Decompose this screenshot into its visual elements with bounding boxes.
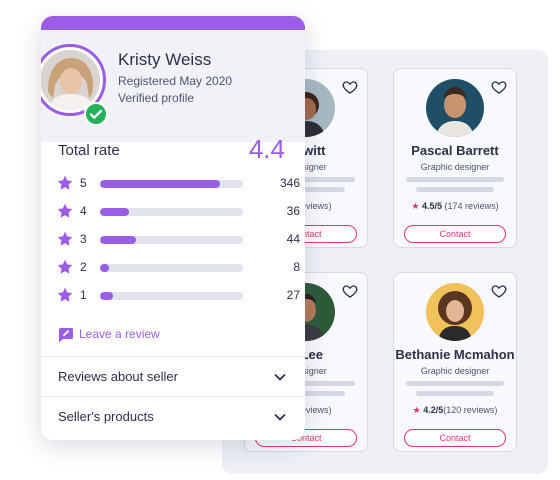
seller-role: c designer	[285, 366, 327, 376]
rating-row: 1 27	[57, 287, 300, 303]
heart-outline-icon[interactable]	[342, 79, 358, 95]
chevron-down-icon	[274, 414, 286, 421]
seller-role: Graphic designer	[420, 162, 490, 172]
profile-name: Kristy Weiss	[118, 50, 212, 69]
seller-rating: ★ 4.5/5 (174 reviews)	[394, 201, 516, 212]
rating-progress-bar	[100, 180, 243, 188]
seller-card[interactable]: Pascal Barrett Graphic designer ★ 4.5/5 …	[393, 68, 517, 248]
rating-progress-bar	[100, 264, 243, 272]
placeholder-line	[416, 391, 494, 396]
heart-outline-icon[interactable]	[491, 79, 507, 95]
rating-progress-bar	[100, 292, 243, 300]
placeholder-line	[257, 177, 355, 182]
rating-progress-bar	[100, 208, 243, 216]
star-icon	[57, 203, 73, 218]
rating-count: 36	[286, 204, 300, 218]
seller-profile-card: Kristy Weiss Registered May 2020 Verifie…	[41, 16, 305, 440]
rating-progress-fill	[100, 264, 109, 272]
registration-date: Registered May 2020	[118, 74, 233, 88]
rating-stars: 5	[80, 176, 87, 190]
rating-progress-fill	[100, 180, 221, 188]
rating-stars: 3	[80, 232, 87, 246]
verified-status: Verified profile	[118, 91, 195, 105]
seller-name: Bethanie Mcmahon	[395, 347, 515, 362]
star-icon: ★	[411, 201, 420, 211]
rating-progress-fill	[100, 208, 129, 216]
seller-reviews: (174 reviews)	[444, 201, 499, 211]
rating-count: 8	[293, 260, 300, 274]
seller-role: Graphic designer	[420, 366, 490, 376]
contact-button[interactable]: Contact	[404, 429, 506, 447]
seller-rating: ★ 4.2/5(120 reviews)	[394, 405, 516, 416]
rating-count: 346	[279, 176, 300, 190]
seller-rating-value: 4.2/5	[423, 405, 444, 415]
placeholder-line	[406, 177, 504, 182]
rating-stars: 1	[80, 288, 87, 302]
rating-row: 3 44	[57, 231, 300, 247]
placeholder-line	[267, 187, 345, 192]
seller-reviews: 180 reviews)	[280, 405, 332, 415]
heart-outline-icon[interactable]	[491, 283, 507, 299]
chevron-down-icon	[274, 374, 286, 381]
placeholder-line	[267, 391, 345, 396]
accent-bar	[41, 16, 305, 30]
rating-count: 44	[286, 232, 300, 246]
star-icon: ★	[412, 405, 421, 415]
rating-stars: 4	[80, 204, 87, 218]
rating-progress-bar	[100, 236, 243, 244]
seller-rating-value: 4.5/5	[422, 201, 443, 211]
contact-button[interactable]: Contact	[404, 225, 506, 243]
avatar	[426, 283, 484, 341]
check-badge-icon	[84, 102, 108, 126]
placeholder-line	[257, 381, 355, 386]
star-icon	[57, 231, 73, 246]
accordion-label: Reviews about seller	[58, 369, 178, 384]
seller-role: c designer	[285, 162, 327, 172]
accordion-label: Seller's products	[58, 409, 154, 424]
accordion-reviews-about-seller[interactable]: Reviews about seller	[41, 356, 305, 396]
avatar	[426, 79, 484, 137]
seller-reviews: (120 reviews)	[443, 405, 498, 415]
rating-progress-fill	[100, 236, 136, 244]
heart-outline-icon[interactable]	[342, 283, 358, 299]
rating-stars: 2	[80, 260, 87, 274]
total-rate-value: 4.4	[248, 134, 285, 164]
total-rate-label: Total rate	[58, 142, 120, 159]
seller-name: Pascal Barrett	[411, 143, 499, 158]
rating-progress-fill	[100, 292, 113, 300]
placeholder-line	[416, 187, 494, 192]
rating-row: 5 346	[57, 175, 300, 191]
placeholder-line	[406, 381, 504, 386]
star-icon	[57, 287, 73, 302]
rating-count: 27	[286, 288, 300, 302]
accordion-sellers-products[interactable]: Seller's products	[41, 396, 305, 436]
seller-reviews: 260 reviews)	[280, 201, 332, 211]
star-icon	[57, 259, 73, 274]
seller-card[interactable]: Bethanie Mcmahon Graphic designer ★ 4.2/…	[393, 272, 517, 452]
star-icon	[57, 175, 73, 190]
leave-review-label: Leave a review	[79, 327, 160, 341]
edit-message-icon	[59, 328, 73, 343]
rating-row: 4 36	[57, 203, 300, 219]
